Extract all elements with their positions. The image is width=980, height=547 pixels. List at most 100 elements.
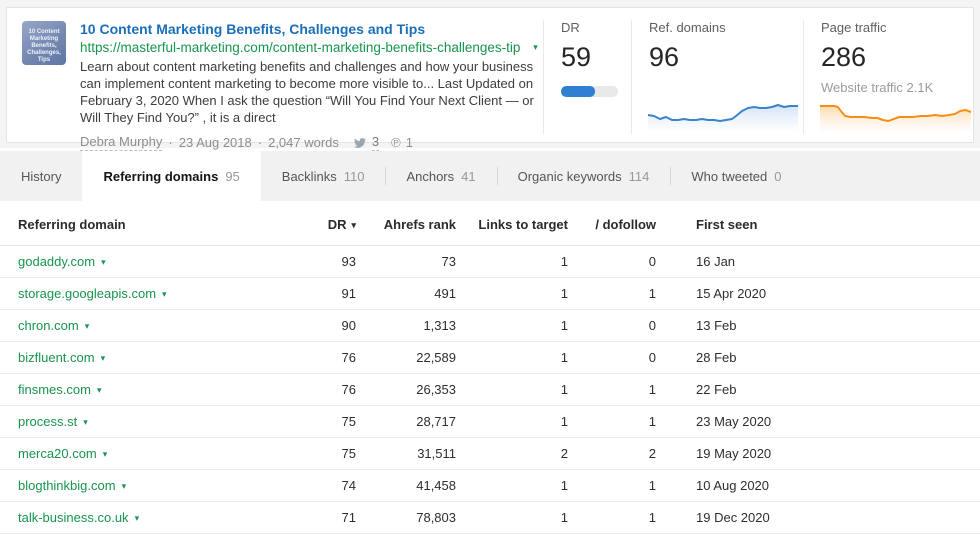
referring-domain-cell: godaddy.com ▾ [0,245,316,278]
tab-backlinks[interactable]: Backlinks 110 [261,151,386,201]
domain-dropdown-caret-icon[interactable]: ▾ [102,449,108,459]
referring-domain-cell: finsmes.com ▾ [0,373,316,406]
article-title-link[interactable]: 10 Content Marketing Benefits, Challenge… [80,21,426,37]
domain-link[interactable]: finsmes.com ▾ [18,382,102,397]
rank-cell: 41,458 [356,469,456,502]
page-traffic-label: Page traffic [821,20,887,35]
links-cell: 1 [456,469,568,502]
tab-history[interactable]: History [0,151,82,201]
tab-count: 41 [461,168,476,184]
links-cell: 1 [456,501,568,534]
tab-label: History [21,168,62,184]
tab-label: Who tweeted [691,168,768,184]
dr-cell: 90 [316,309,356,342]
website-traffic-subtitle: Website traffic 2.1K [821,80,934,95]
ref-domains-sparkline [648,104,798,131]
referring-domain-cell: storage.googleapis.com ▾ [0,277,316,310]
domain-link[interactable]: chron.com ▾ [18,318,90,333]
article-meta-row: Debra Murphy · 23 Aug 2018 · 2,047 words… [80,134,552,151]
domain-dropdown-caret-icon[interactable]: ▾ [162,289,167,299]
domain-dropdown-caret-icon[interactable]: ▾ [101,257,106,267]
links-cell: 1 [456,277,568,310]
links-cell: 2 [456,437,568,470]
rank-cell: 28,717 [356,405,456,438]
dofollow-cell: 1 [568,501,656,534]
page-traffic-sparkline [820,105,971,131]
domain-link[interactable]: talk-business.co.uk ▾ [18,510,140,525]
domain-link[interactable]: godaddy.com ▾ [18,254,106,269]
column-header-dr[interactable]: DR ▾ [316,201,356,246]
meta-separator: · [168,135,173,150]
dofollow-cell: 1 [568,405,656,438]
dofollow-cell: 0 [568,245,656,278]
domain-dropdown-caret-icon[interactable]: ▾ [83,417,88,427]
table-row: merca20.com ▾ 75 31,511 2 2 19 May 2020 [0,437,980,470]
tab-referring-domains[interactable]: Referring domains 95 [82,151,261,201]
column-header-first-seen[interactable]: First seen [656,201,980,246]
referring-domain-cell: process.st ▾ [0,405,316,438]
tab-organic-keywords[interactable]: Organic keywords 114 [496,151,671,201]
dr-progress-bar [561,86,618,97]
table-row: godaddy.com ▾ 93 73 1 0 16 Jan [0,245,980,278]
pinterest-icon: ℗ [391,135,401,150]
domain-dropdown-caret-icon[interactable]: ▾ [134,513,140,523]
meta-separator: · [257,135,263,150]
column-header-ahrefs-rank[interactable]: Ahrefs rank [356,201,456,246]
tab-count: 0 [774,168,782,184]
first-seen-cell: 19 May 2020 [656,437,980,470]
tab-who-tweeted[interactable]: Who tweeted 0 [670,151,802,201]
domain-link[interactable]: merca20.com ▾ [18,446,108,461]
tab-label: Anchors [406,168,455,184]
domain-link[interactable]: process.st ▾ [18,414,88,429]
metric-ref-domains: Ref. domains 96 [631,8,803,142]
article-description: Learn about content marketing benefits a… [80,59,534,125]
dr-cell: 74 [316,469,356,502]
url-dropdown-caret-icon[interactable]: ▾ [533,42,538,52]
dr-label: DR [561,20,580,35]
author-link[interactable]: Debra Murphy [80,134,163,151]
domain-dropdown-caret-icon[interactable]: ▾ [121,481,127,491]
page-traffic-value: 286 [821,42,867,72]
first-seen-cell: 22 Feb [656,373,980,406]
tab-label: Organic keywords [517,168,622,184]
referring-domain-cell: talk-business.co.uk ▾ [0,501,316,534]
article-summary: 10 Content Marketing Benefits, Challenge… [7,8,543,151]
dr-cell: 76 [316,341,356,374]
tab-anchors[interactable]: Anchors 41 [385,151,496,201]
twitter-icon [353,137,367,149]
dr-cell: 91 [316,277,356,310]
column-header-links-to-target[interactable]: Links to target [456,201,568,246]
first-seen-cell: 23 May 2020 [656,405,980,438]
dr-cell: 75 [316,437,356,470]
dr-cell: 71 [316,501,356,534]
dofollow-cell: 1 [568,277,656,310]
column-header-referring-domain[interactable]: Referring domain [0,201,316,246]
domain-link[interactable]: bizfluent.com ▾ [18,350,106,365]
ref-domains-label: Ref. domains [649,20,726,35]
tab-label: Backlinks [281,168,337,184]
dofollow-cell: 0 [568,341,656,374]
domain-dropdown-caret-icon[interactable]: ▾ [84,321,90,331]
dr-cell: 93 [316,245,356,278]
table-row: finsmes.com ▾ 76 26,353 1 1 22 Feb [0,373,980,406]
first-seen-cell: 13 Feb [656,309,980,342]
links-cell: 1 [456,341,568,374]
header-area: 10 Content Marketing Benefits, Challenge… [0,0,980,151]
referring-domains-table: Referring domain DR ▾ Ahrefs rank Links to t… [0,201,980,534]
metric-page-traffic: Page traffic 286 Website traffic 2.1K [803,8,973,142]
table-header-row: Referring domain DR ▾ Ahrefs rank Links to t… [0,201,980,246]
domain-dropdown-caret-icon[interactable]: ▾ [96,385,102,395]
domain-link[interactable]: storage.googleapis.com ▾ [18,286,167,301]
article-url-link[interactable]: https://masterful-marketing.com/content-… [80,40,521,55]
column-header--dofollow[interactable]: / dofollow [568,201,656,246]
dofollow-cell: 1 [568,373,656,406]
first-seen-cell: 16 Jan [656,245,980,278]
domain-dropdown-caret-icon[interactable]: ▾ [100,353,106,363]
domain-link[interactable]: blogthinkbig.com ▾ [18,478,127,493]
dr-cell: 76 [316,373,356,406]
links-cell: 1 [456,405,568,438]
word-count: 2,047 words [268,135,339,150]
referring-domain-cell: merca20.com ▾ [0,437,316,470]
article-url-row: https://masterful-marketing.com/content-… [80,40,552,55]
tweet-count[interactable]: 3 [371,134,380,151]
